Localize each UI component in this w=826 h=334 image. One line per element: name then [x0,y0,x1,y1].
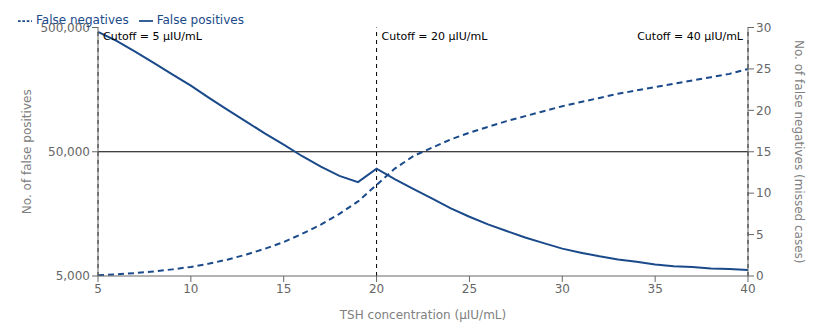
svg-text:30: 30 [555,282,570,296]
svg-text:TSH concentration (μIU/mL): TSH concentration (μIU/mL) [339,308,506,322]
svg-text:15: 15 [276,282,291,296]
svg-text:Cutoff = 20 μIU/mL: Cutoff = 20 μIU/mL [382,30,489,43]
svg-text:0: 0 [756,269,764,283]
svg-text:35: 35 [648,282,663,296]
svg-text:No. of false positives: No. of false positives [20,89,34,214]
svg-text:5: 5 [756,228,764,242]
svg-text:25: 25 [756,62,771,76]
svg-text:Cutoff = 5 μIU/mL: Cutoff = 5 μIU/mL [103,30,203,43]
svg-text:40: 40 [740,282,755,296]
svg-text:20: 20 [369,282,384,296]
svg-text:15: 15 [756,145,771,159]
svg-text:No. of false negatives (missed: No. of false negatives (missed cases) [792,40,806,264]
svg-text:5,000: 5,000 [56,269,90,283]
svg-text:Cutoff = 40 μIU/mL: Cutoff = 40 μIU/mL [637,30,744,43]
svg-text:25: 25 [462,282,477,296]
svg-text:10: 10 [183,282,198,296]
svg-text:30: 30 [756,21,771,35]
svg-text:20: 20 [756,104,771,118]
svg-text:500,000: 500,000 [40,21,90,35]
svg-text:5: 5 [94,282,102,296]
svg-text:50,000: 50,000 [48,145,90,159]
svg-text:10: 10 [756,186,771,200]
